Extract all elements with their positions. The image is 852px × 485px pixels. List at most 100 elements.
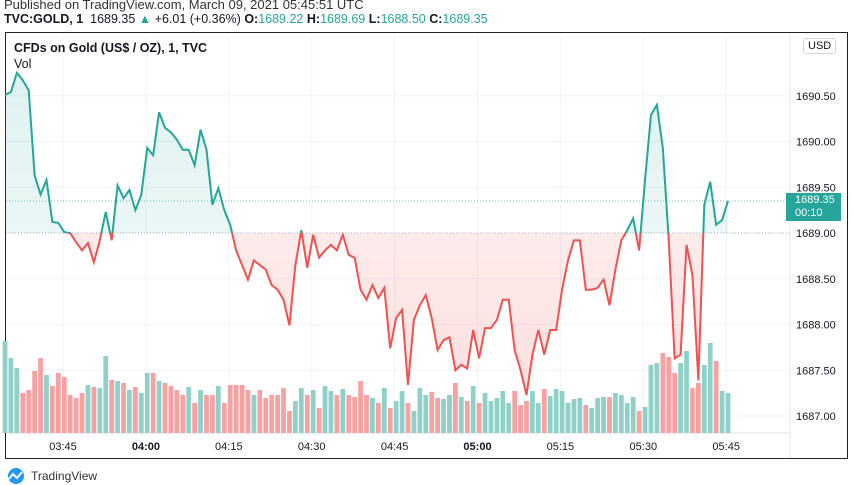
y-tick-label: 1689.00	[796, 228, 836, 240]
volume-bar	[168, 386, 174, 433]
volume-bar	[281, 388, 286, 433]
volume-bar	[393, 401, 399, 433]
area-below-baseline	[5, 233, 728, 395]
y-tick-label: 1690.50	[796, 91, 836, 103]
volume-bar	[73, 398, 79, 433]
volume-bar	[447, 395, 452, 433]
volume-bar	[180, 395, 186, 433]
volume-bar	[144, 373, 150, 433]
symbol-line: TVC:GOLD, 1 1689.35 ▲ +6.01 (+0.36%) O:1…	[4, 12, 488, 26]
volume-bar	[210, 395, 215, 433]
last-price-tag: 1689.35 00:10	[786, 193, 841, 221]
volume-bar	[121, 383, 126, 433]
volume-bar	[304, 395, 310, 433]
volume-bar	[310, 390, 316, 433]
volume-bar	[38, 358, 43, 433]
volume-bar	[79, 393, 85, 433]
volume-bar	[387, 408, 393, 433]
chart-title: CFDs on Gold (US$ / OZ), 1, TVC	[14, 41, 208, 55]
volume-bar	[701, 365, 707, 433]
volume-bar	[601, 397, 606, 433]
volume-bar	[263, 398, 269, 433]
volume-bar	[204, 395, 209, 433]
volume-bar	[571, 399, 577, 433]
volume-bar	[316, 408, 322, 433]
x-tick-label: 04:15	[215, 441, 243, 453]
volume-bar	[328, 391, 334, 433]
volume-bar	[518, 405, 523, 433]
low-value: 1688.50	[380, 12, 426, 26]
volume-bar	[370, 398, 375, 433]
volume-bar	[595, 398, 600, 433]
volume-bar	[695, 383, 701, 433]
volume-bar	[713, 361, 719, 433]
volume-bar	[494, 398, 500, 433]
volume-bar	[630, 397, 636, 433]
volume-bar	[103, 356, 109, 433]
volume-bar	[91, 387, 97, 433]
volume-bar	[725, 393, 731, 433]
tradingview-logo[interactable]: TradingView	[5, 468, 97, 484]
volume-bar	[198, 390, 203, 433]
price-line-up	[4, 70, 729, 233]
volume-bar	[423, 395, 429, 433]
volume-label: Vol	[14, 57, 32, 71]
volume-bar	[482, 393, 488, 433]
high-label: H:	[306, 12, 321, 26]
volume-bar	[174, 390, 180, 433]
volume-bar	[293, 401, 298, 433]
published-note: Published on TradingView.com, March 09, …	[4, 0, 364, 12]
volume-bar	[61, 377, 67, 433]
volume-bar	[648, 365, 654, 433]
volume-bar	[192, 403, 198, 433]
volume-bar	[642, 407, 648, 433]
volume-bar	[458, 397, 464, 433]
open-label: O:	[244, 12, 259, 26]
volume-bar	[346, 395, 352, 433]
volume-bar	[233, 385, 239, 433]
volume-bar	[530, 391, 535, 433]
volume-bar	[97, 388, 103, 433]
volume-bar	[547, 396, 553, 433]
chart-frame[interactable]	[5, 32, 848, 459]
currency-button[interactable]: USD	[803, 38, 837, 54]
volume-bar	[14, 368, 20, 433]
volume-bar	[364, 395, 369, 433]
volume-bar	[678, 363, 683, 433]
volume-bar	[524, 401, 529, 433]
volume-bar	[399, 391, 405, 433]
volume-bar	[441, 399, 446, 433]
volume-bar	[150, 373, 156, 433]
close-label: C:	[429, 12, 443, 26]
x-tick-label: 04:30	[298, 441, 326, 453]
x-tick-label: 04:45	[381, 441, 409, 453]
volume-bar	[287, 411, 292, 433]
up-arrow-icon: ▲	[138, 12, 152, 26]
tag-price: 1689.35	[795, 194, 835, 206]
volume-bar	[156, 381, 162, 433]
volume-bar	[464, 401, 470, 433]
volume-bar	[429, 392, 435, 433]
volume-bar	[322, 386, 328, 433]
volume-bar	[257, 390, 263, 433]
y-tick-label: 1690.00	[796, 137, 836, 149]
volume-bar	[251, 395, 257, 433]
volume-bar	[50, 386, 55, 433]
open-value: 1689.22	[258, 12, 304, 26]
high-value: 1689.69	[320, 12, 366, 26]
volume-bar	[85, 385, 91, 433]
volume-bar	[684, 351, 689, 433]
volume-bar	[470, 386, 476, 433]
volume-bar	[613, 393, 618, 433]
tradingview-logo-icon	[8, 468, 24, 484]
volume-bar	[298, 388, 304, 433]
change: +6.01 (+0.36%)	[154, 12, 241, 26]
volume-bar	[624, 403, 630, 433]
volume-bar	[275, 395, 280, 433]
volume-bar	[26, 390, 32, 433]
volume-bar	[541, 389, 547, 433]
x-tick-label: 05:30	[630, 441, 658, 453]
volume-bar	[488, 401, 494, 433]
volume-bar	[340, 389, 346, 433]
